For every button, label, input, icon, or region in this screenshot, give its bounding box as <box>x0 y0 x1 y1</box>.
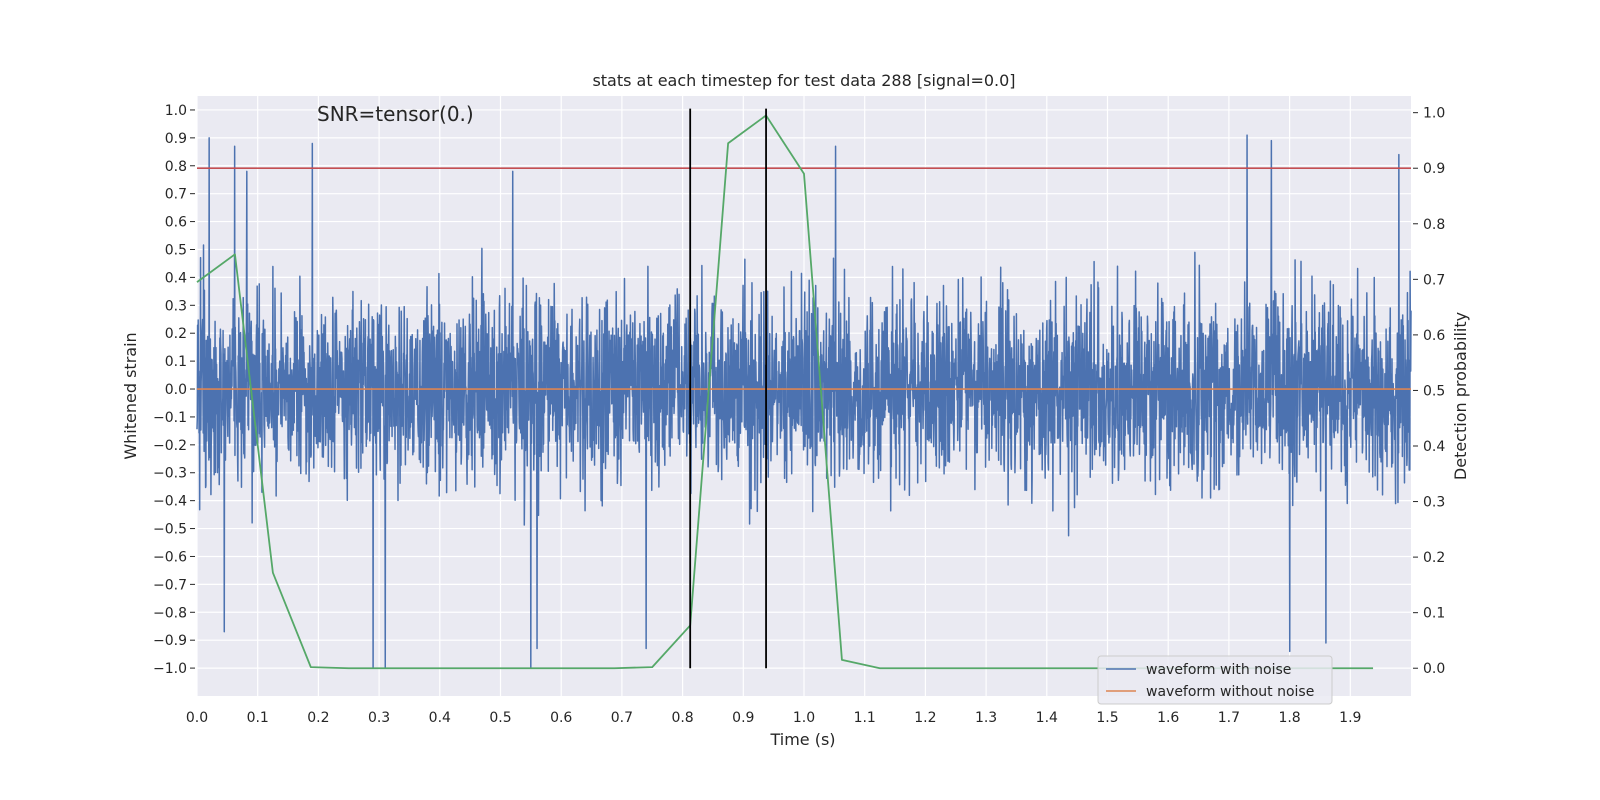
y-tick-label: 0.3 <box>165 298 187 314</box>
y-tick-label: −0.1 <box>153 410 187 426</box>
y-tick-label: 0.4 <box>165 270 187 286</box>
y-tick-label: −0.6 <box>153 549 187 565</box>
y-tick-label: 1.0 <box>165 103 187 119</box>
x-tick-label: 1.6 <box>1157 710 1179 726</box>
legend-label-noise: waveform with noise <box>1146 662 1291 678</box>
y2-tick-label: 1.0 <box>1423 106 1445 122</box>
y-axis-label: Whitened strain <box>121 332 140 459</box>
x-tick-label: 0.3 <box>368 710 390 726</box>
y-tick-label: −0.9 <box>153 633 187 649</box>
x-tick-label: 0.1 <box>247 710 269 726</box>
series-line-waveform-with-noise <box>196 134 1412 669</box>
y2-tick-label: 0.8 <box>1423 217 1445 233</box>
x-tick-label: 0.9 <box>732 710 754 726</box>
x-tick-label: 1.2 <box>914 710 936 726</box>
x-tick-label: 0.0 <box>186 710 208 726</box>
x-tick-label: 1.3 <box>975 710 997 726</box>
x-tick-label: 0.7 <box>611 710 633 726</box>
y-tick-label: 0.5 <box>165 242 187 258</box>
y2-tick-label: 0.7 <box>1423 272 1445 288</box>
y-tick-label: 0.6 <box>165 215 187 231</box>
x-axis-label: Time (s) <box>769 730 835 749</box>
y-tick-label: −1.0 <box>153 661 187 677</box>
y2-axis-ticks: 0.0 0.1 0.2 0.3 0.4 0.5 0.6 0.7 0.8 0.9 1.0 <box>1413 106 1445 677</box>
legend-label-clean: waveform without noise <box>1146 684 1314 700</box>
y2-axis-label: Detection probability <box>1451 312 1470 480</box>
y-axis-ticks: −1.0 −0.9 −0.8 −0.7 −0.6 −0.5 −0.4 −0.3 −0.2 −0.1… <box>153 103 195 677</box>
x-axis-ticks: 0.0 0.1 0.2 0.3 0.4 0.5 0.6 0.7 0.8 0.9 1.0 1.1 1.2 1… <box>186 710 1362 726</box>
y-tick-label: −0.2 <box>153 438 187 454</box>
legend: waveform with noise waveform without noi… <box>1097 655 1333 705</box>
y-tick-label: −0.4 <box>153 494 187 510</box>
grid <box>196 96 1411 696</box>
y2-tick-label: 0.4 <box>1423 439 1445 455</box>
x-tick-label: 1.4 <box>1036 710 1058 726</box>
legend-box <box>1097 655 1333 705</box>
y-tick-label: −0.5 <box>153 522 187 538</box>
x-tick-label: 0.6 <box>550 710 572 726</box>
chart-title: stats at each timestep for test data 288… <box>592 71 1015 90</box>
x-tick-label: 0.8 <box>671 710 693 726</box>
y2-tick-label: 0.9 <box>1423 161 1445 177</box>
x-tick-label: 1.8 <box>1278 710 1300 726</box>
y-tick-label: 0.2 <box>165 326 187 342</box>
y2-tick-label: 0.5 <box>1423 383 1445 399</box>
x-tick-label: 1.9 <box>1339 710 1361 726</box>
y2-tick-label: 0.1 <box>1423 606 1445 622</box>
x-tick-label: 0.5 <box>489 710 511 726</box>
x-tick-label: 1.1 <box>854 710 876 726</box>
x-tick-label: 1.7 <box>1218 710 1240 726</box>
x-tick-label: 0.2 <box>307 710 329 726</box>
x-tick-label: 0.4 <box>429 710 451 726</box>
x-tick-label: 1.5 <box>1096 710 1118 726</box>
y2-tick-label: 0.2 <box>1423 550 1445 566</box>
y2-tick-label: 0.3 <box>1423 495 1445 511</box>
y-tick-label: 0.9 <box>165 131 187 147</box>
snr-annotation: SNR=tensor(0.) <box>317 102 474 126</box>
y2-tick-label: 0.0 <box>1423 661 1445 677</box>
x-tick-label: 1.0 <box>793 710 815 726</box>
y-tick-label: 0.1 <box>165 354 187 370</box>
y-tick-label: 0.0 <box>165 382 187 398</box>
y-tick-label: 0.8 <box>165 159 187 175</box>
y2-tick-label: 0.6 <box>1423 328 1445 344</box>
y-tick-label: −0.8 <box>153 605 187 621</box>
y-tick-label: 0.7 <box>165 187 187 203</box>
y-tick-label: −0.7 <box>153 577 187 593</box>
y-tick-label: −0.3 <box>153 466 187 482</box>
